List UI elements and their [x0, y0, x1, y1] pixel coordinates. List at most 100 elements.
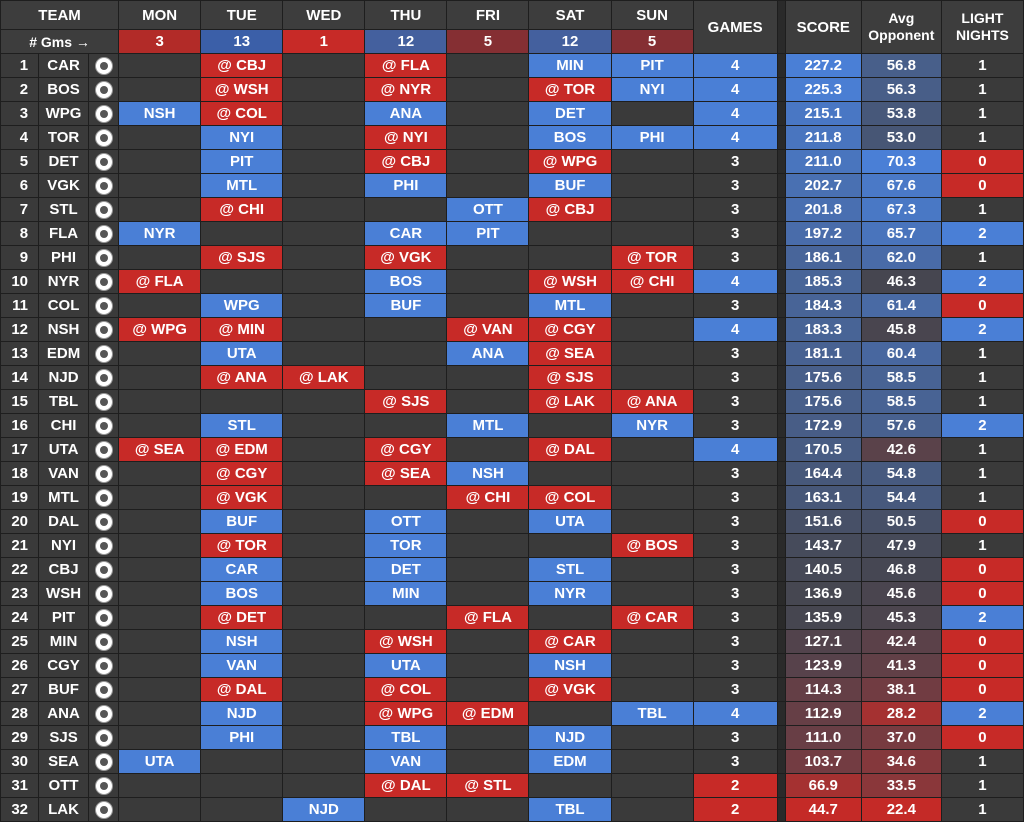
- day-header-wed: WED: [282, 0, 366, 30]
- day-cell-fri: [446, 269, 530, 294]
- panthers-logo-icon: [94, 224, 113, 243]
- team-abbr-cell: MIN: [38, 629, 90, 654]
- score-cell: 136.9: [784, 581, 862, 606]
- day-cell-thu: @ WPG: [364, 701, 448, 726]
- team-abbr-cell: UTA: [38, 437, 90, 462]
- day-cell-wed: [282, 461, 366, 486]
- avg-opponent-cell: 50.5: [860, 509, 942, 534]
- day-cell-mon: [118, 509, 202, 534]
- team-row: 6 VGK MTL PHI BUF 3 202.7 67.6 0: [0, 173, 1024, 198]
- day-cell-sat: BUF: [528, 173, 612, 198]
- avg-opponent-cell: 46.3: [860, 269, 942, 294]
- score-cell: 227.2: [784, 53, 862, 78]
- team-abbr-cell: TBL: [38, 389, 90, 414]
- row-separator: [776, 389, 786, 414]
- team-row: 21 NYI @ TOR TOR @ BOS 3 143.7 47.9 1: [0, 533, 1024, 558]
- score-cell: 143.7: [784, 533, 862, 558]
- day-cell-thu: @ FLA: [364, 53, 448, 78]
- kings-logo-icon: [94, 800, 113, 819]
- team-logo-cell: [88, 581, 120, 606]
- day-cell-wed: [282, 197, 366, 222]
- day-cell-tue: PHI: [200, 725, 284, 750]
- day-cell-sat: @ DAL: [528, 437, 612, 462]
- team-logo-cell: [88, 605, 120, 630]
- day-cell-tue: [200, 269, 284, 294]
- day-cell-tue: @ CGY: [200, 461, 284, 486]
- games-cell: 3: [692, 365, 778, 390]
- games-cell: 3: [692, 725, 778, 750]
- games-cell: 3: [692, 677, 778, 702]
- day-cell-fri: @ VAN: [446, 317, 530, 342]
- games-cell: 3: [692, 653, 778, 678]
- games-cell: 3: [692, 605, 778, 630]
- day-cell-tue: @ TOR: [200, 533, 284, 558]
- day-cell-fri: @ EDM: [446, 701, 530, 726]
- day-cell-mon: [118, 77, 202, 102]
- team-abbr-cell: NSH: [38, 317, 90, 342]
- team-abbr-cell: VAN: [38, 461, 90, 486]
- team-logo-cell: [88, 125, 120, 150]
- day-cell-wed: [282, 701, 366, 726]
- row-separator: [776, 797, 786, 822]
- score-cell: 175.6: [784, 365, 862, 390]
- penguins-logo-icon: [94, 608, 113, 627]
- team-row: 32 LAK NJD TBL 2 44.7 22.4 1: [0, 797, 1024, 822]
- day-cell-sat: @ SEA: [528, 341, 612, 366]
- gms-count-sun: 5: [610, 29, 694, 54]
- day-cell-sun: [610, 437, 694, 462]
- day-cell-fri: [446, 581, 530, 606]
- team-row: 24 PIT @ DET @ FLA @ CAR 3 135.9 45.3 2: [0, 605, 1024, 630]
- day-cell-wed: [282, 653, 366, 678]
- rank-cell: 9: [0, 245, 40, 270]
- rank-cell: 1: [0, 53, 40, 78]
- day-cell-sun: [610, 509, 694, 534]
- day-cell-sat: @ WSH: [528, 269, 612, 294]
- team-row: 31 OTT @ DAL @ STL 2 66.9 33.5 1: [0, 773, 1024, 798]
- day-cell-tue: @ ANA: [200, 365, 284, 390]
- day-cell-tue: [200, 221, 284, 246]
- canadiens-logo-icon: [94, 488, 113, 507]
- rank-cell: 27: [0, 677, 40, 702]
- games-cell: 4: [692, 125, 778, 150]
- games-cell: 4: [692, 269, 778, 294]
- team-abbr-cell: MTL: [38, 485, 90, 510]
- row-separator: [776, 365, 786, 390]
- light-nights-cell: 0: [940, 581, 1024, 606]
- day-cell-wed: [282, 389, 366, 414]
- day-cell-thu: [364, 797, 448, 822]
- games-header: GAMES: [692, 0, 778, 54]
- light-nights-cell: 1: [940, 101, 1024, 126]
- light-nights-cell: 1: [940, 197, 1024, 222]
- score-cell: 175.6: [784, 389, 862, 414]
- row-separator: [776, 485, 786, 510]
- day-cell-thu: @ NYI: [364, 125, 448, 150]
- rank-cell: 6: [0, 173, 40, 198]
- light-nights-cell: 2: [940, 221, 1024, 246]
- day-cell-sat: [528, 701, 612, 726]
- team-row: 9 PHI @ SJS @ VGK @ TOR 3 186.1 62.0 1: [0, 245, 1024, 270]
- day-cell-mon: [118, 245, 202, 270]
- day-cell-tue: @ DET: [200, 605, 284, 630]
- team-logo-cell: [88, 413, 120, 438]
- rank-cell: 24: [0, 605, 40, 630]
- day-cell-sun: [610, 677, 694, 702]
- kraken-logo-icon: [94, 752, 113, 771]
- day-cell-sun: PHI: [610, 125, 694, 150]
- row-separator: [776, 725, 786, 750]
- day-cell-mon: [118, 773, 202, 798]
- team-abbr-cell: CHI: [38, 413, 90, 438]
- row-separator: [776, 557, 786, 582]
- light-nights-cell: 0: [940, 149, 1024, 174]
- team-abbr-cell: TOR: [38, 125, 90, 150]
- avalanche-logo-icon: [94, 296, 113, 315]
- day-cell-sun: [610, 629, 694, 654]
- avg-opponent-cell: 53.8: [860, 101, 942, 126]
- row-separator: [776, 149, 786, 174]
- day-cell-thu: @ CBJ: [364, 149, 448, 174]
- hurricanes-logo-icon: [94, 56, 113, 75]
- games-cell: 3: [692, 341, 778, 366]
- day-cell-sun: [610, 581, 694, 606]
- day-cell-thu: [364, 341, 448, 366]
- light-nights-cell: 0: [940, 293, 1024, 318]
